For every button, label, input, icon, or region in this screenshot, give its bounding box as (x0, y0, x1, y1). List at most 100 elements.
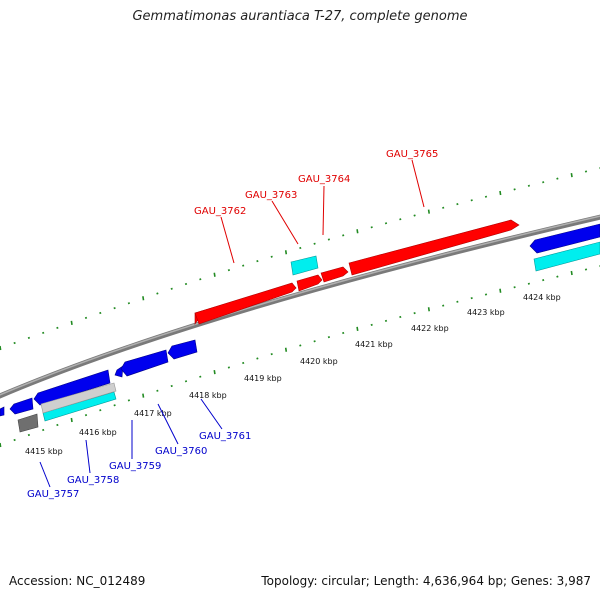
accession-label: Accession: NC_012489 (9, 574, 146, 588)
leader-line (322, 185, 325, 236)
minor-tick (13, 341, 16, 345)
major-tick (284, 347, 288, 352)
leader-line (39, 461, 51, 488)
minor-tick (242, 264, 245, 267)
kbp-tick-label: 4416 kbp (79, 428, 117, 437)
gene-label-gau-3757[interactable]: GAU_3757 (27, 489, 79, 500)
minor-tick (527, 184, 531, 187)
minor-tick (156, 389, 159, 392)
minor-tick (113, 306, 116, 310)
leader-line (220, 216, 235, 264)
minor-tick (327, 335, 331, 339)
minor-tick (556, 275, 559, 278)
minor-tick (113, 404, 116, 407)
major-tick (213, 369, 216, 375)
minor-tick (527, 282, 531, 285)
minor-tick (456, 202, 459, 206)
leader-line (411, 159, 425, 208)
major-tick (0, 345, 2, 351)
minor-tick (442, 304, 445, 307)
minor-tick (242, 361, 245, 365)
reverse-strand-genes (0, 223, 600, 417)
minor-tick (513, 188, 516, 191)
minor-tick (56, 423, 59, 427)
minor-tick (484, 195, 488, 198)
gene-arrow-gau-3765[interactable] (348, 219, 520, 276)
gene-label-gau-3761[interactable]: GAU_3761 (199, 431, 251, 442)
minor-tick (199, 278, 202, 281)
cds-features (42, 241, 600, 422)
minor-tick (327, 238, 331, 241)
gray-feature-small[interactable] (17, 413, 39, 433)
gene-label-gau-3764[interactable]: GAU_3764 (298, 174, 350, 185)
minor-tick (299, 344, 302, 347)
gray-feature-large[interactable] (40, 382, 117, 414)
minor-tick (270, 352, 273, 356)
gene-arrow-edge-left[interactable] (0, 406, 5, 417)
minor-tick (170, 384, 173, 388)
minor-tick (370, 323, 373, 327)
cds-feature-gau-3763[interactable] (290, 255, 319, 276)
minor-tick (84, 316, 88, 320)
minor-tick (413, 214, 416, 217)
minor-tick (513, 286, 516, 289)
gene-label-gau-3765[interactable]: GAU_3765 (386, 149, 438, 160)
gene-arrow-gau-3764[interactable] (320, 266, 349, 283)
gene-arrow-gau-3757[interactable] (9, 397, 34, 415)
forward-gene-labels: GAU_3762 GAU_3763 GAU_3764 GAU_3765 (194, 149, 438, 264)
gene-arrow-gau-3761[interactable] (167, 339, 198, 360)
minor-tick (170, 287, 173, 290)
minor-tick (127, 302, 131, 305)
genome-backbone-highlight (0, 215, 600, 396)
gene-arrow-gau-3763[interactable] (296, 274, 323, 292)
minor-tick (370, 226, 373, 229)
cds-feature-right[interactable] (533, 241, 600, 272)
minor-tick (413, 311, 416, 315)
minor-tick (384, 319, 388, 323)
genome-summary: Topology: circular; Length: 4,636,964 bp… (261, 574, 591, 588)
major-tick (499, 288, 502, 293)
minor-tick (184, 380, 188, 383)
minor-tick (484, 293, 488, 296)
gene-arrow-gau-3760[interactable] (120, 349, 169, 377)
minor-tick (227, 366, 231, 369)
minor-tick (156, 292, 159, 295)
gene-label-gau-3759[interactable]: GAU_3759 (109, 461, 161, 472)
major-tick (142, 393, 145, 398)
kbp-tick-label: 4419 kbp (244, 374, 282, 383)
gene-label-gau-3762[interactable]: GAU_3762 (194, 206, 246, 217)
gene-arrow-right[interactable] (529, 223, 600, 254)
kbp-tick-label: 4421 kbp (355, 340, 393, 349)
minor-tick (542, 278, 545, 282)
minor-tick (56, 326, 59, 330)
kbp-tick-label: 4423 kbp (467, 308, 505, 317)
major-tick (499, 190, 502, 196)
major-tick (70, 320, 73, 326)
genome-title: Gemmatimonas aurantiaca T-27, complete g… (132, 9, 468, 24)
gene-label-gau-3758[interactable]: GAU_3758 (67, 475, 119, 486)
minor-tick (584, 170, 588, 173)
major-tick (356, 229, 359, 234)
minor-tick (84, 413, 88, 417)
major-tick (570, 172, 573, 178)
minor-tick (542, 181, 545, 184)
other-features (17, 382, 117, 433)
major-tick (213, 272, 216, 277)
kbp-tick-label: 4417 kbp (134, 409, 172, 418)
major-tick (570, 270, 573, 276)
leader-line (200, 398, 223, 430)
minor-tick (399, 218, 402, 221)
gene-label-gau-3763[interactable]: GAU_3763 (245, 190, 297, 201)
minor-tick (470, 199, 473, 202)
minor-tick (42, 428, 45, 432)
leader-line (85, 439, 91, 474)
minor-tick (199, 375, 202, 378)
minor-tick (27, 433, 31, 437)
major-tick (0, 442, 2, 448)
leader-line (157, 403, 179, 445)
gene-label-gau-3760[interactable]: GAU_3760 (155, 446, 207, 457)
minor-tick (556, 177, 559, 180)
kbp-tick-label: 4418 kbp (189, 391, 227, 400)
outer-tick-dots (0, 167, 600, 351)
minor-tick (42, 331, 45, 335)
